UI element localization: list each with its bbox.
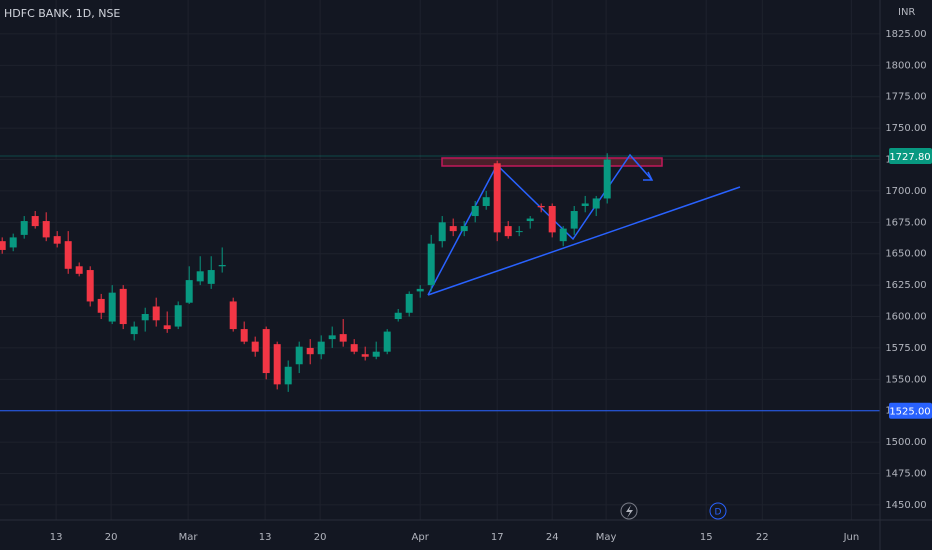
candle-body <box>207 270 215 284</box>
candle-body <box>515 231 523 233</box>
resistance-zone <box>441 157 663 167</box>
candle-body <box>438 222 446 242</box>
candle-body <box>328 335 336 340</box>
candle-body <box>31 216 39 227</box>
candle-body <box>152 306 160 321</box>
x-tick-label: Apr <box>412 532 430 543</box>
y-tick-label: 1800.00 <box>885 60 926 71</box>
candle-body <box>405 293 413 313</box>
candle-body <box>64 241 72 269</box>
candle-body <box>130 326 138 335</box>
x-tick-label: Jun <box>843 532 860 543</box>
candle-body <box>581 203 589 206</box>
price-label-box <box>889 402 932 419</box>
candle-body <box>372 351 380 357</box>
candle-body <box>284 366 292 385</box>
candle-body <box>20 221 28 235</box>
y-tick-label: 1750.00 <box>885 123 926 134</box>
candle-body <box>537 205 545 208</box>
candles <box>0 153 880 412</box>
price-label: 1727.80 <box>889 152 930 163</box>
x-tick-label: Mar <box>179 532 199 543</box>
x-tick-label: 13 <box>259 532 272 543</box>
candle-body <box>559 228 567 242</box>
y-tick-label: 1475.00 <box>885 469 926 480</box>
trendline <box>427 186 741 296</box>
candle-body <box>361 354 369 357</box>
candle-body <box>317 341 325 355</box>
candle-body <box>471 205 479 217</box>
candle-body <box>295 346 303 365</box>
x-tick-label: 20 <box>314 532 327 543</box>
candle-body <box>86 270 94 302</box>
event-icon[interactable] <box>620 502 638 520</box>
candle-body <box>229 301 237 330</box>
x-tick-label: 22 <box>756 532 769 543</box>
candle-body <box>0 241 6 250</box>
candle-body <box>592 198 600 209</box>
y-tick-label: 1650.00 <box>885 249 926 260</box>
candle-body <box>185 280 193 303</box>
chart-title: HDFC BANK, 1D, NSE <box>4 7 120 20</box>
candle-body <box>196 271 204 282</box>
y-tick-label: 1775.00 <box>885 92 926 103</box>
candle-body <box>53 236 61 244</box>
price-label: 1525.00 <box>889 407 930 418</box>
candle-body <box>273 344 281 385</box>
candle-body <box>97 298 105 313</box>
candle-body <box>218 265 226 267</box>
grid <box>0 0 880 520</box>
candle-body <box>306 347 314 355</box>
candle-body <box>526 218 534 222</box>
y-tick-label: 1600.00 <box>885 312 926 323</box>
currency: INR <box>898 7 915 18</box>
y-tick-label: 1500.00 <box>885 437 926 448</box>
candle-body <box>119 288 127 325</box>
candle-body <box>427 243 435 286</box>
candle-body <box>394 312 402 320</box>
candle-body <box>42 221 50 238</box>
x-tick-label: 13 <box>50 532 63 543</box>
candle-body <box>449 226 457 232</box>
candle-body <box>163 325 171 330</box>
price-label-box <box>889 148 932 164</box>
arrow-head <box>643 171 654 181</box>
y-tick-label: 1450.00 <box>885 500 926 511</box>
candle-body <box>570 211 578 229</box>
dividend-label: D <box>715 508 722 518</box>
candle-body <box>251 341 259 352</box>
candle-body <box>262 329 270 374</box>
x-tick-label: 24 <box>546 532 559 543</box>
x-tick-label: 15 <box>700 532 713 543</box>
candle-body <box>603 159 611 199</box>
candle-body <box>108 292 116 322</box>
candle-body <box>482 197 490 206</box>
candle-body <box>350 344 358 352</box>
x-tick-label: May <box>596 532 617 543</box>
candle-body <box>339 334 347 342</box>
candle-body <box>416 288 424 292</box>
y-tick-label: 1700.00 <box>885 186 926 197</box>
y-tick-label: 1825.00 <box>885 29 926 40</box>
y-tick-label: 1575.00 <box>885 343 926 354</box>
y-tick-label: 1675.00 <box>885 217 926 228</box>
candle-body <box>504 226 512 237</box>
dividend-icon[interactable] <box>709 502 727 520</box>
x-tick-label: 17 <box>491 532 504 543</box>
candle-body <box>460 226 468 232</box>
x-tick-label: 20 <box>105 532 118 543</box>
y-tick-label: 1550.00 <box>885 374 926 385</box>
candle-body <box>9 237 17 248</box>
candle-body <box>75 266 83 274</box>
candle-body <box>174 305 182 327</box>
candle-body <box>383 331 391 352</box>
candle-body <box>493 163 501 233</box>
candle-body <box>141 314 149 321</box>
candle-body <box>240 329 248 342</box>
y-tick-label: 1625.00 <box>885 280 926 291</box>
lightning-icon <box>626 505 633 518</box>
candle-body <box>548 205 556 233</box>
